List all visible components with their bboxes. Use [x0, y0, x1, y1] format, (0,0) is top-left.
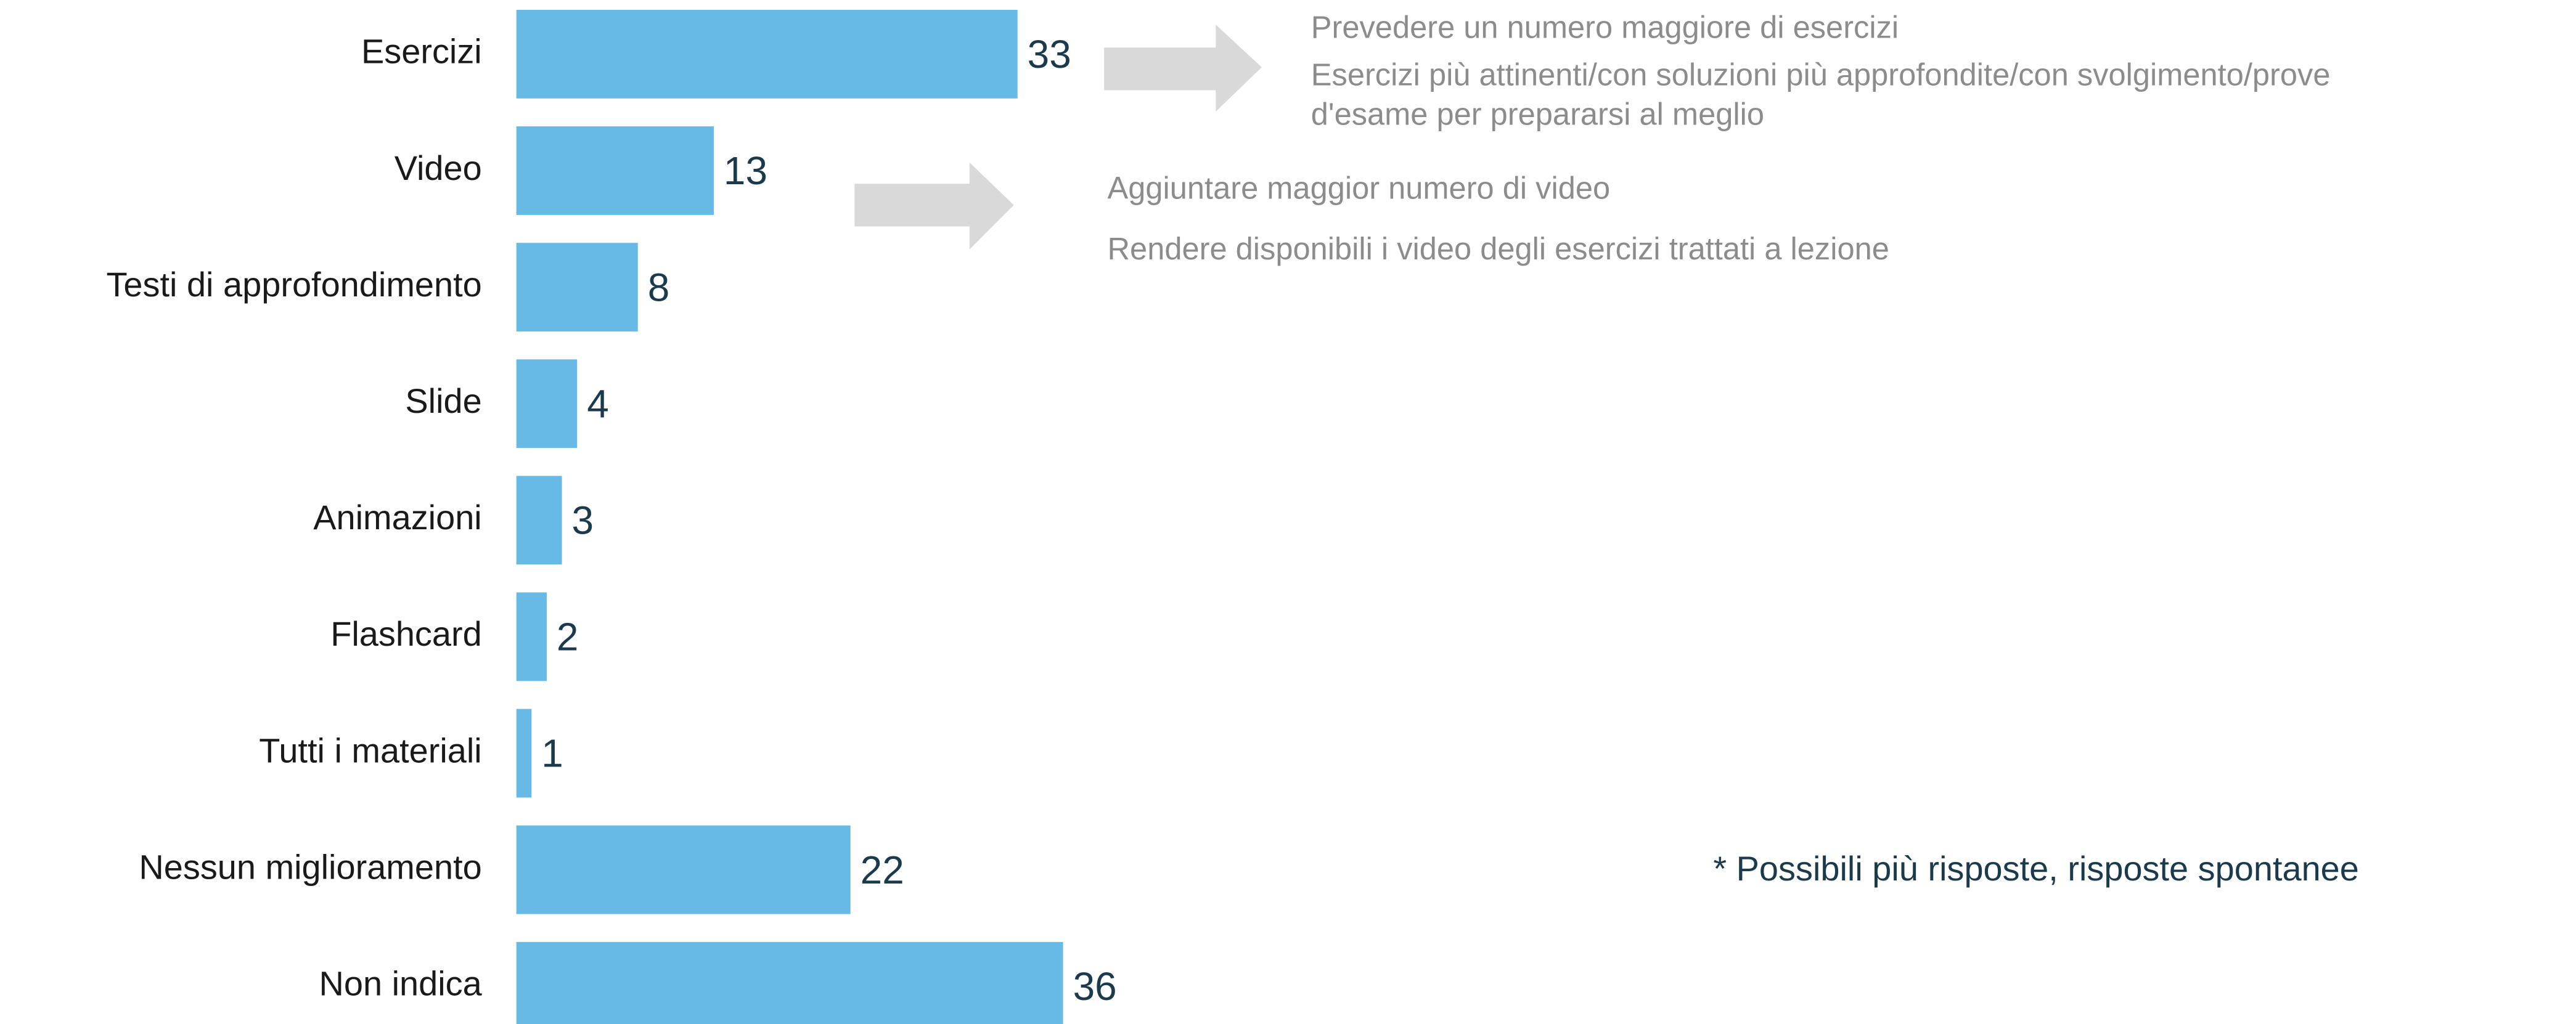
category-label: Video	[395, 148, 482, 187]
bar	[516, 476, 562, 565]
value-label: 36	[1073, 964, 1117, 1009]
bar	[516, 9, 1018, 99]
category-label: Animazioni	[313, 498, 482, 537]
category-label: Slide	[405, 381, 481, 420]
value-label: 1	[541, 731, 563, 776]
footnote: * Possibili più risposte, risposte spont…	[1713, 849, 2359, 888]
bar	[516, 709, 532, 798]
arrow	[854, 162, 1014, 250]
annotation: d'esame per prepararsi al meglio	[1311, 96, 1764, 131]
value-label: 22	[861, 848, 904, 892]
category-label: Tutti i materiali	[259, 731, 482, 770]
annotation: Prevedere un numero maggiore di esercizi	[1311, 9, 1899, 44]
value-label: 13	[724, 148, 767, 193]
category-label: Nessun miglioramento	[139, 847, 481, 886]
annotation: Esercizi più attinenti/con soluzioni più…	[1311, 57, 2331, 92]
category-label: Flashcard	[330, 614, 482, 653]
value-label: 4	[587, 381, 609, 426]
bar	[516, 243, 638, 332]
annotation: Rendere disponibili i video degli eserci…	[1108, 231, 1889, 266]
value-label: 33	[1028, 32, 1071, 76]
annotation: Aggiuntare maggior numero di video	[1108, 170, 1611, 205]
category-label: Esercizi	[361, 32, 482, 71]
bar	[516, 592, 547, 681]
value-label: 2	[557, 615, 579, 659]
bar	[516, 359, 578, 449]
bar	[516, 825, 851, 914]
category-label: Non indica	[319, 964, 482, 1003]
category-label: Testi di approfondimento	[106, 265, 481, 304]
bar	[516, 941, 1063, 1024]
value-label: 3	[572, 498, 594, 543]
value-label: 8	[648, 265, 670, 309]
bar	[516, 126, 714, 215]
arrow	[1104, 24, 1262, 112]
